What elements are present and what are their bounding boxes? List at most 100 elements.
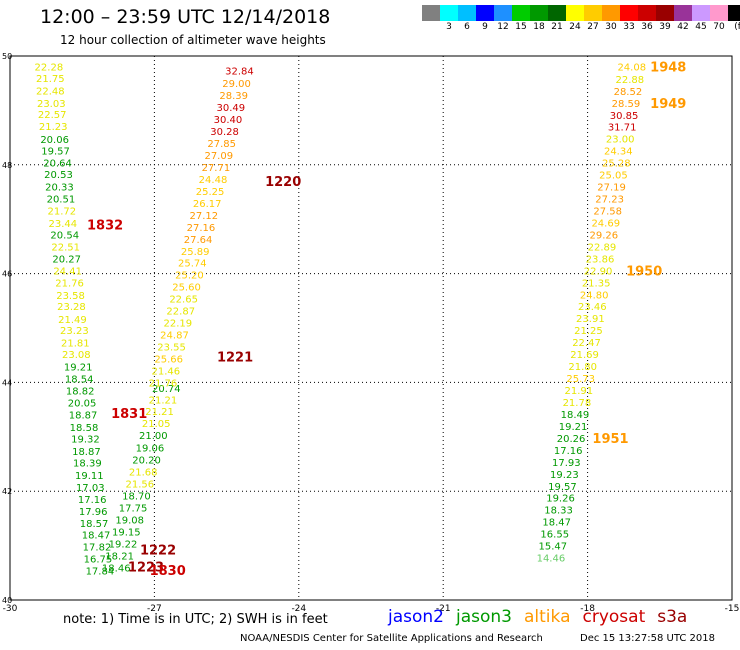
wave-height-reading: 23.91 — [576, 314, 605, 325]
wave-height-reading: 21.05 — [142, 419, 171, 430]
wave-height-reading: 24.80 — [580, 290, 609, 301]
wave-height-reading: 23.03 — [37, 99, 66, 110]
lon-tick-label: -30 — [3, 604, 18, 614]
color-scale-swatch — [422, 5, 440, 21]
wave-height-reading: 21.78 — [563, 398, 592, 409]
color-scale-label: 39 — [659, 22, 671, 32]
wave-height-reading: 17.16 — [78, 495, 107, 506]
color-scale-swatch — [458, 5, 476, 21]
lon-tick-label: -24 — [291, 604, 306, 614]
lat-tick-label: 46 — [2, 270, 12, 279]
wave-height-reading: 21.69 — [570, 350, 599, 361]
wave-height-reading: 15.47 — [539, 542, 568, 553]
wave-height-reading: 20.53 — [44, 170, 73, 181]
wave-height-reading: 19.57 — [548, 482, 577, 493]
wave-height-reading: 28.59 — [612, 99, 641, 110]
legend-item: cryosat — [582, 607, 646, 627]
wave-height-reading: 29.26 — [590, 230, 619, 241]
satellite-legend: jason2 jason3 altika cryosat s3a — [388, 607, 699, 627]
wave-height-reading: 21.81 — [61, 339, 90, 350]
wave-height-reading: 20.51 — [47, 195, 76, 206]
color-scale-swatch — [440, 5, 458, 21]
color-scale-swatch — [494, 5, 512, 21]
color-scale-swatch — [692, 5, 710, 21]
wave-height-reading: 19.08 — [115, 515, 144, 526]
wave-height-reading: 20.06 — [40, 135, 69, 146]
wave-height-reading: 20.54 — [50, 230, 79, 241]
color-scale-label: 15 — [515, 22, 527, 32]
color-scale-label: 45 — [695, 22, 707, 32]
wave-height-reading: 23.44 — [49, 219, 78, 230]
color-scale-swatch — [728, 5, 740, 21]
wave-height-reading: 19.11 — [75, 471, 104, 482]
color-scale-swatch — [638, 5, 656, 21]
wave-height-reading: 21.72 — [48, 206, 77, 217]
wave-height-reading: 18.57 — [80, 519, 109, 530]
wave-height-reading: 23.00 — [606, 135, 635, 146]
wave-height-reading: 18.49 — [561, 410, 590, 421]
legend-item: jason3 — [456, 607, 512, 627]
wave-height-reading: 20.74 — [152, 384, 181, 395]
wave-height-reading: 21.25 — [574, 326, 603, 337]
pass-time-label: 1221 — [217, 350, 253, 365]
wave-height-reading: 19.32 — [71, 434, 100, 445]
color-scale-label: 30 — [605, 22, 617, 32]
wave-height-reading: 27.85 — [207, 139, 236, 150]
color-scale-label: 70 — [713, 22, 725, 32]
wave-height-reading: 23.86 — [586, 254, 615, 265]
color-scale-label: 9 — [482, 22, 488, 32]
pass-time-label: 1222 — [140, 543, 176, 558]
wave-height-reading: 20.26 — [557, 434, 586, 445]
color-scale-swatch — [602, 5, 620, 21]
color-scale-swatch — [656, 5, 674, 21]
color-scale-swatch — [620, 5, 638, 21]
color-scale-swatch — [710, 5, 728, 21]
wave-height-reading: 19.57 — [41, 147, 70, 158]
color-scale-swatch — [584, 5, 602, 21]
color-scale-label: 24 — [569, 22, 581, 32]
lon-tick-label: -21 — [436, 604, 451, 614]
wave-height-reading: 23.55 — [157, 342, 186, 353]
wave-height-reading: 18.47 — [542, 518, 571, 529]
wave-height-reading: 28.52 — [614, 87, 643, 98]
wave-height-reading: 25.28 — [602, 159, 631, 170]
wave-height-reading: 23.23 — [60, 326, 89, 337]
wave-height-reading: 25.60 — [172, 283, 201, 294]
pass-time-label: 1830 — [150, 564, 186, 579]
wave-height-reading: 22.57 — [38, 110, 67, 121]
wave-height-reading: 18.70 — [122, 492, 151, 503]
wave-height-reading: 18.58 — [70, 423, 99, 434]
color-scale-swatch — [566, 5, 584, 21]
lat-tick-label: 50 — [2, 52, 12, 61]
wave-height-reading: 18.39 — [73, 458, 102, 469]
wave-height-reading: 18.82 — [66, 387, 95, 398]
wave-height-reading: 27.16 — [187, 223, 216, 234]
color-scale-bar — [422, 5, 740, 21]
wave-height-reading: 21.68 — [129, 468, 158, 479]
wave-height-reading: 19.21 — [64, 363, 93, 374]
wave-height-reading: 19.06 — [136, 444, 165, 455]
wave-height-reading: 30.85 — [610, 111, 639, 122]
wave-height-reading: 18.33 — [544, 506, 573, 517]
lon-tick-label: -27 — [147, 604, 162, 614]
wave-height-reading: 22.88 — [616, 75, 645, 86]
wave-height-reading: 30.28 — [210, 127, 239, 138]
wave-height-reading: 18.87 — [72, 447, 101, 458]
color-scale-label: 27 — [587, 22, 599, 32]
color-scale-swatch — [674, 5, 692, 21]
pass-time-label: 1832 — [87, 219, 123, 234]
wave-height-reading: 17.96 — [79, 507, 108, 518]
wave-height-reading: 32.84 — [225, 67, 254, 78]
wave-height-reading: 14.46 — [537, 554, 566, 565]
lon-tick-label: -18 — [580, 604, 595, 614]
wave-height-reading: 24.69 — [591, 218, 620, 229]
wave-height-reading: 21.80 — [568, 362, 597, 373]
wave-height-reading: 27.64 — [184, 235, 213, 246]
color-scale-unit: (ft) — [734, 22, 740, 32]
wave-height-reading: 27.58 — [593, 206, 622, 217]
wave-height-reading: 30.49 — [216, 103, 245, 114]
wave-height-reading: 29.00 — [222, 79, 251, 90]
page-title: 12:00 – 23:59 UTC 12/14/2018 — [40, 6, 331, 28]
wave-height-reading: 18.21 — [105, 551, 134, 562]
